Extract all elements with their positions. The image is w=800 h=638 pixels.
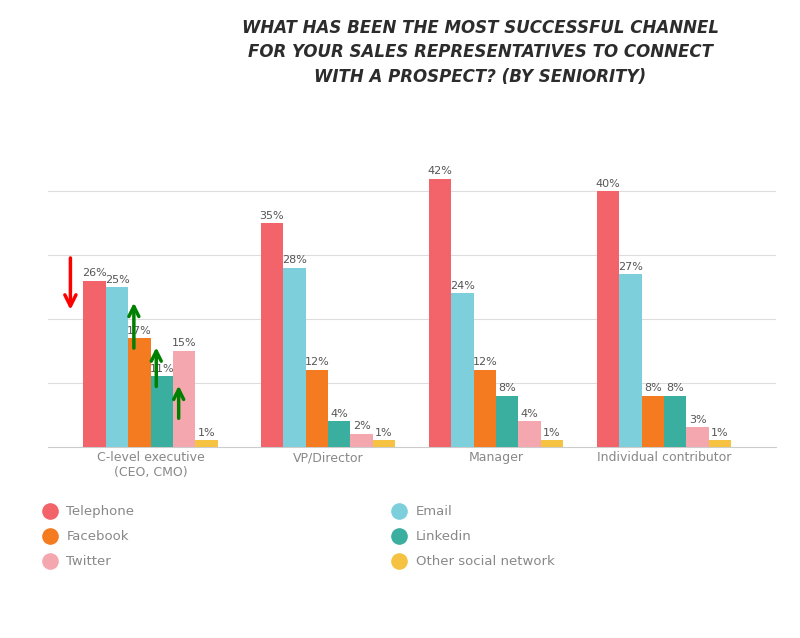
Text: 28%: 28% <box>282 255 307 265</box>
Text: 26%: 26% <box>82 268 107 278</box>
Text: 15%: 15% <box>172 338 197 348</box>
Bar <box>283 268 306 447</box>
Bar <box>709 440 731 447</box>
Bar <box>106 287 128 447</box>
Bar <box>429 179 451 447</box>
Bar <box>619 274 642 447</box>
Text: 40%: 40% <box>596 179 620 189</box>
Text: 2%: 2% <box>353 421 370 431</box>
Bar <box>642 396 664 447</box>
Text: 17%: 17% <box>127 325 152 336</box>
Text: 8%: 8% <box>498 383 516 393</box>
Bar <box>195 440 218 447</box>
Bar <box>328 421 350 447</box>
Bar <box>150 376 173 447</box>
Bar <box>373 440 395 447</box>
Bar <box>261 223 283 447</box>
Bar <box>128 338 150 447</box>
Text: 4%: 4% <box>330 408 348 419</box>
Text: 24%: 24% <box>450 281 475 291</box>
Bar <box>451 293 474 447</box>
Text: 12%: 12% <box>305 357 329 367</box>
Text: 35%: 35% <box>260 211 284 221</box>
Text: 1%: 1% <box>543 427 561 438</box>
Bar <box>173 351 195 447</box>
Text: 8%: 8% <box>666 383 684 393</box>
Text: 8%: 8% <box>644 383 662 393</box>
Text: 27%: 27% <box>618 262 643 272</box>
Bar <box>664 396 686 447</box>
Text: 3%: 3% <box>689 415 706 425</box>
Text: 1%: 1% <box>198 427 215 438</box>
Text: 25%: 25% <box>105 274 130 285</box>
Bar <box>686 427 709 447</box>
Bar <box>474 370 496 447</box>
Bar <box>496 396 518 447</box>
Bar <box>350 434 373 447</box>
Text: 1%: 1% <box>375 427 393 438</box>
Bar <box>541 440 563 447</box>
Text: 11%: 11% <box>150 364 174 374</box>
Text: 1%: 1% <box>711 427 729 438</box>
Bar <box>83 281 106 447</box>
Bar <box>518 421 541 447</box>
Text: WHAT HAS BEEN THE MOST SUCCESSFUL CHANNEL
FOR YOUR SALES REPRESENTATIVES TO CONN: WHAT HAS BEEN THE MOST SUCCESSFUL CHANNE… <box>242 19 718 85</box>
Text: 42%: 42% <box>427 166 453 176</box>
Legend: Email, Linkedin, Other social network: Email, Linkedin, Other social network <box>390 499 562 575</box>
Bar <box>597 191 619 447</box>
Bar <box>306 370 328 447</box>
Text: 4%: 4% <box>521 408 538 419</box>
Text: 12%: 12% <box>473 357 497 367</box>
